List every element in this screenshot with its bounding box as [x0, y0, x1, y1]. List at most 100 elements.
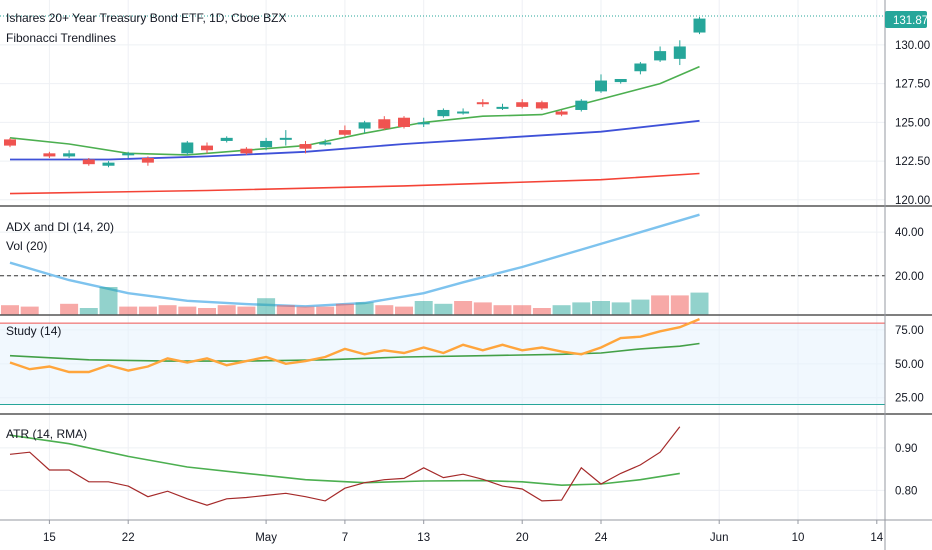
candle-up	[63, 153, 76, 157]
volume-bar	[257, 298, 276, 315]
candle-down	[535, 102, 548, 109]
price-tick-label: 122.50	[895, 156, 930, 168]
candle-up	[673, 46, 686, 59]
last-price-label: 131.87	[893, 15, 928, 27]
time-tick-label: 15	[43, 532, 56, 544]
atr-title: ATR (14, RMA)	[6, 427, 87, 441]
fibonacci-trendlines-label: Fibonacci Trendlines	[6, 31, 116, 45]
volume-bar	[513, 305, 532, 315]
time-tick-label: 14	[870, 532, 883, 544]
ma-red-line	[9, 172, 700, 195]
candle-up	[654, 51, 667, 61]
candle-up	[457, 111, 470, 114]
volume-bar	[158, 305, 177, 315]
candle-up	[693, 18, 706, 33]
study-tick-label: 50.00	[895, 359, 924, 371]
volume-bar	[592, 301, 610, 315]
time-tick-label: 10	[792, 532, 805, 544]
price-scale[interactable]: 120.00 122.50 125.00 127.50 130.00 20.00 40.00…	[895, 40, 930, 497]
candle-down	[378, 119, 391, 129]
candles	[1, 17, 709, 315]
volume-bar	[60, 303, 79, 315]
adx-tick-label: 20.00	[895, 271, 924, 283]
volume-bar	[138, 306, 157, 315]
volume-bar	[690, 292, 709, 315]
adx-title: ADX and DI (14, 20)	[6, 220, 114, 234]
candle-down	[43, 153, 56, 157]
price-tick-label: 120.00	[895, 195, 930, 207]
candle-down	[476, 102, 489, 105]
candle-up	[634, 63, 647, 72]
candle-up	[575, 100, 588, 110]
time-tick-label: 22	[122, 532, 135, 544]
candle-down	[398, 117, 410, 128]
candle-up	[260, 140, 273, 148]
price-tick-label: 125.00	[895, 117, 930, 129]
time-tick-label: Jun	[710, 532, 729, 544]
volume-bar	[434, 303, 453, 315]
candle-up	[417, 122, 430, 125]
candle-up	[220, 137, 233, 141]
time-scale[interactable]: 15 22 May 7 13 20 24 Jun 10 14	[43, 520, 884, 544]
volume-bar	[237, 306, 256, 315]
volume-bar	[532, 308, 551, 315]
time-tick-label: May	[255, 532, 277, 544]
atr-line	[9, 426, 681, 506]
grid	[0, 0, 885, 520]
candle-down	[555, 111, 568, 115]
volume-bar	[296, 306, 315, 315]
candle-up	[181, 142, 194, 154]
volume-bar	[414, 301, 433, 315]
volume-bar	[355, 302, 374, 315]
time-tick-label: 7	[342, 532, 348, 544]
volume-bar	[198, 308, 216, 315]
candle-down	[299, 144, 312, 149]
candle-up	[496, 106, 509, 109]
volume-bar	[20, 306, 39, 315]
volume-bar	[316, 306, 335, 315]
ma-blue-line	[10, 119, 700, 161]
volume-bar	[572, 302, 591, 315]
atr-tick-label: 0.80	[895, 485, 917, 497]
candle-down	[201, 145, 213, 151]
candle-down	[4, 139, 16, 146]
volume-bar	[1, 305, 19, 315]
volume-bar	[493, 305, 512, 315]
volume-bar	[651, 295, 670, 315]
symbol-title: Ishares 20+ Year Treasury Bond ETF, 1D, …	[6, 11, 286, 25]
volume-bar	[335, 303, 354, 315]
candle-down	[516, 102, 529, 107]
ma-green-line	[9, 65, 700, 156]
volume-bar	[99, 287, 118, 315]
candle-down	[82, 159, 95, 165]
study-tick-label: 75.00	[895, 325, 924, 337]
volume-bar	[552, 305, 571, 315]
study-signal-line	[9, 342, 700, 362]
adx-tick-label: 40.00	[895, 227, 924, 239]
candle-up	[102, 162, 115, 166]
volume-bar	[631, 299, 650, 315]
volume-bar	[611, 302, 630, 315]
time-tick-label: 24	[595, 532, 608, 544]
candle-up	[279, 137, 292, 140]
time-tick-label: 13	[417, 532, 430, 544]
candle-down	[141, 157, 154, 163]
candle-up	[614, 78, 627, 83]
candle-up	[437, 109, 450, 117]
pane-backgrounds	[0, 323, 885, 405]
candle-up	[122, 153, 135, 156]
atr-ma-line	[9, 434, 680, 487]
volume-bar	[276, 305, 295, 315]
volume-bar	[454, 301, 473, 315]
price-tick-label: 127.50	[895, 79, 930, 91]
candle-down	[338, 130, 351, 135]
volume-bar	[395, 306, 413, 315]
price-tick-label: 130.00	[895, 40, 930, 52]
candle-up	[319, 142, 332, 145]
vol-title: Vol (20)	[6, 239, 47, 253]
candle-down	[240, 148, 253, 154]
volume-bar	[375, 305, 394, 315]
volume-bar	[473, 302, 492, 315]
